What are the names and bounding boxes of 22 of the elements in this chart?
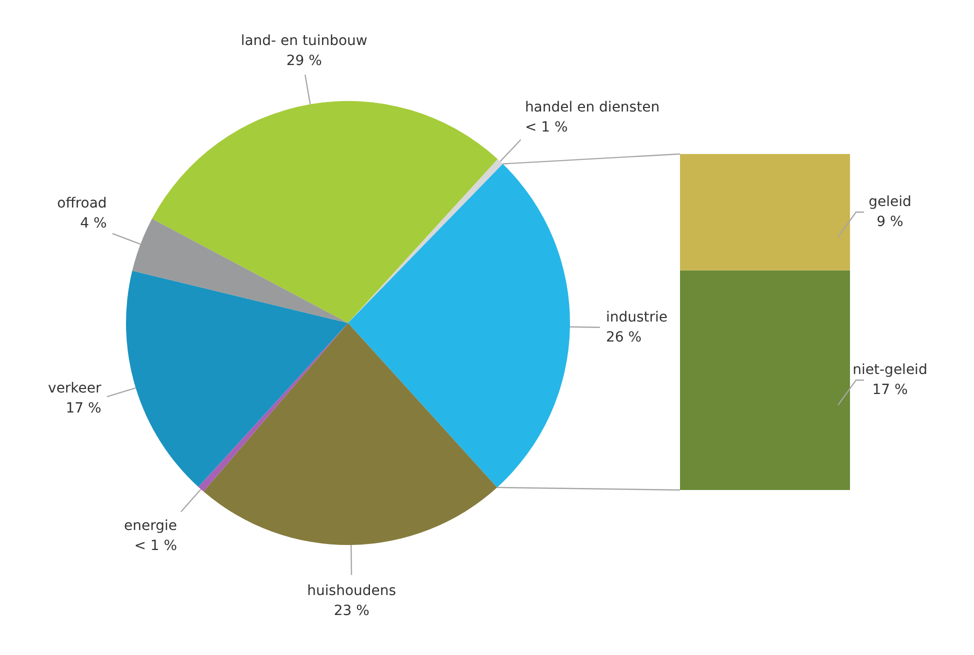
slice-label: huishoudens — [307, 582, 396, 599]
slice-label: verkeer — [48, 380, 102, 396]
data-label: 26 % — [606, 330, 642, 346]
data-label: < 1 % — [524, 119, 568, 136]
data-label: 4 % — [80, 215, 107, 232]
pie-slice — [204, 323, 498, 545]
data-label: 17 % — [872, 382, 908, 398]
slice-label: handel en diensten — [524, 99, 660, 116]
slice-label: offroad — [57, 195, 107, 212]
series-label: niet-geleid — [852, 362, 928, 378]
slice-label: energie — [124, 518, 178, 534]
slice-label: land- en tuinbouw — [240, 32, 368, 49]
data-label: 9 % — [876, 214, 904, 230]
data-label: < 1 % — [134, 538, 178, 554]
slice-label: industrie — [606, 310, 668, 326]
data-label: 29 % — [286, 52, 322, 69]
data-label: 17 % — [66, 400, 102, 416]
pie-slice — [152, 101, 498, 323]
pie-slice — [126, 270, 348, 487]
pie-slice — [348, 164, 570, 488]
data-label: 23 % — [334, 602, 370, 619]
series-label: geleid — [868, 194, 912, 210]
